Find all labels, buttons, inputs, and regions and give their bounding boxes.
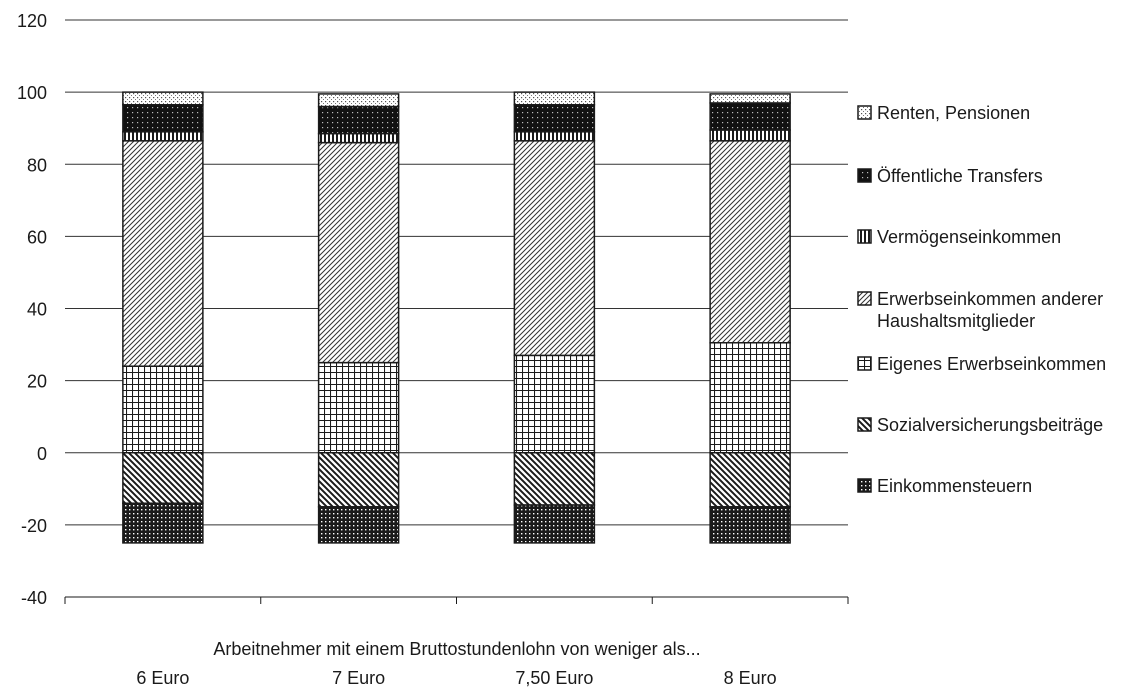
bar-segment <box>709 140 791 344</box>
x-axis <box>64 596 849 604</box>
bar-segment <box>513 504 596 544</box>
x-tick-label: 7,50 Euro <box>515 668 593 688</box>
bar-stack <box>317 93 400 544</box>
bar-segment <box>122 365 204 454</box>
bar-segment <box>513 452 596 506</box>
y-tick-label: 20 <box>27 372 47 392</box>
legend-item: Eigenes Erwerbseinkommen <box>857 354 1106 374</box>
y-tick-label: -40 <box>21 588 47 608</box>
bar-stack <box>513 91 596 544</box>
bar-segment <box>317 361 400 454</box>
x-tick-label: 8 Euro <box>724 668 777 688</box>
bar-segment <box>317 105 400 135</box>
legend-item: Öffentliche Transfers <box>857 166 1043 186</box>
legend-swatch <box>857 417 872 432</box>
legend-label: Eigenes Erwerbseinkommen <box>877 354 1106 374</box>
legend-swatch <box>857 291 872 306</box>
bar-segment <box>122 91 204 106</box>
legend-label: Sozialversicherungsbeiträge <box>877 415 1103 435</box>
bar-segment <box>513 103 596 133</box>
y-tick-label: 120 <box>17 11 47 31</box>
legend-swatch <box>857 168 872 183</box>
legend-label: Einkommensteuern <box>877 476 1032 496</box>
bar-segment <box>513 91 596 106</box>
y-axis-tick-labels: 120 100 80 60 40 20 0 -20 -40 <box>17 11 47 608</box>
legend-swatch <box>857 105 872 120</box>
bar-segment <box>709 452 791 508</box>
bar-stack <box>709 93 791 544</box>
legend-item: Sozialversicherungsbeiträge <box>857 415 1103 435</box>
bar-segment <box>122 103 204 133</box>
bar-segment <box>709 342 791 454</box>
bar-segment <box>513 140 596 357</box>
legend: Renten, Pensionen Öffentliche Transfers Ve… <box>857 103 1106 496</box>
x-axis-tick-labels: 6 Euro 7 Euro 7,50 Euro 8 Euro <box>136 668 776 688</box>
y-tick-label: 80 <box>27 155 47 175</box>
bar-stack <box>122 91 204 544</box>
legend-item: Renten, Pensionen <box>857 103 1030 123</box>
bar-segment <box>709 102 791 131</box>
legend-item: Einkommensteuern <box>857 476 1032 496</box>
y-tick-label: 0 <box>37 444 47 464</box>
bar-segment <box>317 132 400 144</box>
legend-swatch <box>857 356 872 371</box>
y-tick-label: 100 <box>17 83 47 103</box>
bar-segment <box>513 354 596 454</box>
legend-label: Öffentliche Transfers <box>877 166 1043 186</box>
bar-segment <box>122 131 204 142</box>
bar-segment <box>317 141 400 364</box>
bar-segment <box>317 93 400 108</box>
legend-item: Vermögenseinkommen <box>857 227 1061 247</box>
y-tick-label: -20 <box>21 516 47 536</box>
bars <box>122 91 791 544</box>
x-axis-title: Arbeitnehmer mit einem Bruttostundenlohn… <box>213 639 700 659</box>
bar-segment <box>317 506 400 544</box>
legend-swatch <box>857 478 872 493</box>
bar-segment <box>317 452 400 508</box>
x-tick-label: 6 Euro <box>136 668 189 688</box>
y-tick-label: 40 <box>27 300 47 320</box>
legend-item: Erwerbseinkommen anderer Haushaltsmitglie… <box>857 289 1103 331</box>
bar-segment <box>709 506 791 544</box>
bar-segment <box>709 93 791 104</box>
y-tick-label: 60 <box>27 227 47 247</box>
legend-swatch <box>857 229 872 244</box>
legend-label: Erwerbseinkommen anderer Haushaltsmitglie… <box>877 289 1103 331</box>
legend-label: Vermögenseinkommen <box>877 227 1061 247</box>
bar-segment <box>122 452 204 504</box>
bar-segment <box>513 131 596 142</box>
bar-segment <box>709 129 791 142</box>
legend-label: Renten, Pensionen <box>877 103 1030 123</box>
bar-segment <box>122 502 204 544</box>
x-tick-label: 7 Euro <box>332 668 385 688</box>
bar-segment <box>122 140 204 367</box>
